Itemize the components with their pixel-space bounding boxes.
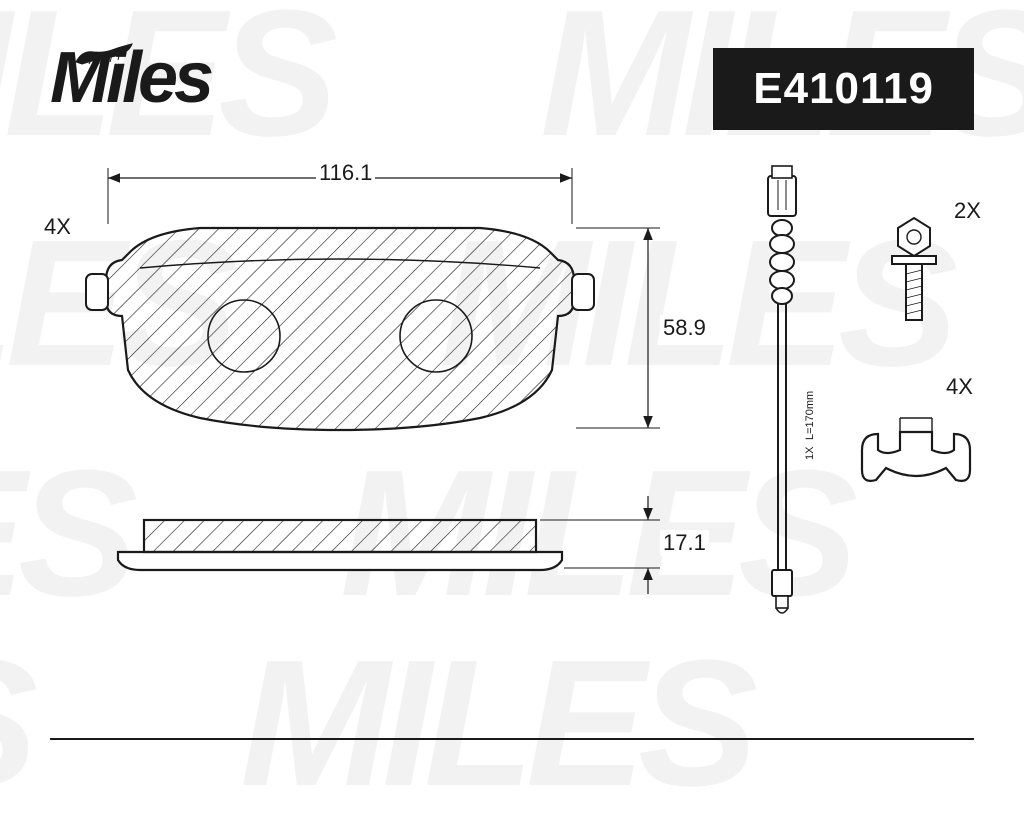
qty-pad-label: 4X	[44, 214, 71, 240]
sensor-qty-label: 1X	[804, 447, 816, 460]
footer-divider	[50, 738, 974, 740]
brake-pad-side	[118, 520, 562, 570]
dim-width-label: 116.1	[316, 160, 375, 186]
bolt	[892, 218, 936, 320]
dim-height-label: 58.9	[660, 315, 709, 341]
brake-pad-front	[86, 228, 594, 430]
sensor-length-label: L=170mm	[804, 391, 816, 440]
dim-thickness-label: 17.1	[660, 530, 709, 556]
dimension-height	[576, 228, 660, 428]
technical-drawing: 116.1 58.9 17.1 4X 2X 4X 1X L=170mm	[0, 150, 1024, 750]
dimension-thickness	[540, 496, 660, 594]
part-number-badge: E410119	[713, 48, 974, 130]
retaining-clip	[862, 418, 970, 481]
qty-clip-label: 4X	[946, 374, 973, 400]
wear-sensor	[768, 166, 796, 613]
greyhound-icon	[74, 42, 134, 66]
brand-logo: Miles	[50, 50, 210, 108]
qty-bolt-label: 2X	[954, 198, 981, 224]
